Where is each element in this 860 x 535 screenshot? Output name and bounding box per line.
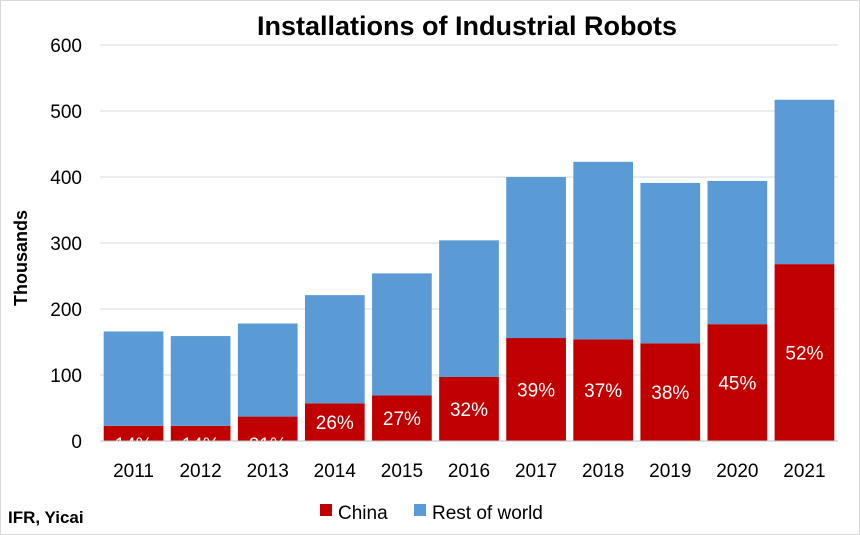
y-tick-label: 0 — [71, 432, 82, 453]
bar-china — [506, 338, 566, 441]
data-label-china: 39% — [517, 381, 555, 402]
y-tick-label: 500 — [50, 102, 82, 123]
x-tick-label: 2018 — [582, 461, 624, 482]
x-tick-label: 2014 — [314, 461, 357, 482]
x-tick-label: 2016 — [448, 461, 490, 482]
data-label-china: 38% — [651, 383, 689, 404]
bar-china — [170, 425, 231, 441]
legend-label-rest-of-world: Rest of world — [432, 503, 543, 524]
bar-china — [640, 343, 701, 441]
bar-rest-of-world — [372, 273, 432, 396]
bar-rest-of-world — [506, 177, 566, 339]
bar-china — [774, 264, 835, 441]
x-tick-label: 2019 — [649, 461, 691, 482]
bar-china — [573, 339, 634, 441]
data-label-china: 27% — [383, 409, 421, 430]
bar-china — [439, 376, 499, 441]
data-label-china: 52% — [785, 344, 823, 365]
bars — [103, 99, 835, 441]
data-label-china: 45% — [718, 374, 756, 395]
bar-china — [372, 395, 432, 441]
data-label-china: 21% — [249, 435, 287, 456]
bar-rest-of-world — [237, 323, 298, 417]
bar-rest-of-world — [304, 295, 365, 404]
bar-china — [707, 324, 768, 441]
y-tick-label: 400 — [50, 168, 82, 189]
x-tick-label: 2017 — [515, 461, 557, 482]
bar-rest-of-world — [439, 240, 499, 377]
x-tick-label: 2015 — [381, 461, 423, 482]
legend: China Rest of world — [320, 503, 543, 524]
y-axis-label: Thousands — [11, 210, 31, 306]
bar-china — [103, 425, 164, 441]
chart-title: Installations of Industrial Robots — [257, 11, 677, 41]
bar-china — [237, 416, 298, 441]
data-label-china: 14% — [115, 435, 153, 456]
y-tick-label: 300 — [50, 234, 82, 255]
bar-rest-of-world — [573, 161, 634, 340]
y-tick-label: 100 — [50, 366, 82, 387]
bar-rest-of-world — [640, 182, 701, 344]
data-label-china: 32% — [450, 400, 488, 421]
bar-china — [304, 403, 365, 441]
y-tick-label: 200 — [50, 300, 82, 321]
data-label-china: 26% — [316, 413, 354, 434]
y-tick-label: 600 — [50, 36, 82, 57]
data-labels: 14% 14% 21% 26% 27% 32% 39% 37% 38% 45% 52% — [115, 344, 824, 456]
y-axis-ticks: 0 100 200 300 400 500 600 — [50, 36, 82, 453]
x-tick-label: 2012 — [179, 461, 221, 482]
x-tick-label: 2013 — [247, 461, 289, 482]
x-axis-ticks: 2011 2012 2013 2014 2015 2016 2017 2018 2019 2020… — [113, 461, 825, 482]
bar-rest-of-world — [774, 99, 835, 265]
legend-swatch-china — [320, 504, 332, 516]
data-label-china: 14% — [182, 435, 220, 456]
bar-rest-of-world — [170, 336, 231, 426]
source-note: IFR, Yicai — [8, 508, 84, 527]
legend-swatch-rest-of-world — [414, 504, 426, 516]
legend-label-china: China — [338, 503, 388, 524]
x-tick-label: 2020 — [716, 461, 758, 482]
bar-rest-of-world — [707, 180, 768, 325]
x-tick-label: 2011 — [113, 461, 154, 482]
bar-rest-of-world — [103, 331, 164, 426]
x-tick-label: 2021 — [783, 461, 825, 482]
data-label-china: 37% — [584, 381, 622, 402]
